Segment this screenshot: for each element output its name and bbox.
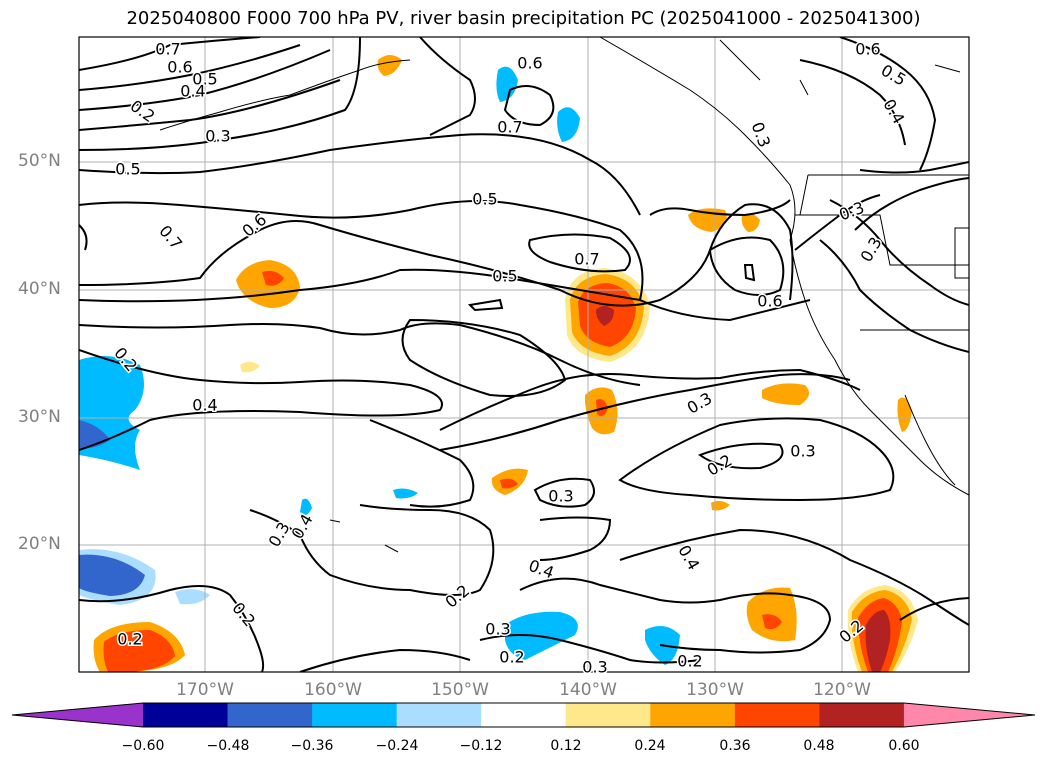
contour-label: 0.3 [790, 442, 815, 461]
contour-label: 0.6 [757, 292, 782, 311]
chart-title: 2025040800 F000 700 hPa PV, river basin … [126, 8, 921, 29]
contour-label-layer: 0.70.60.50.40.20.30.50.60.70.60.50.70.50… [109, 38, 911, 678]
contour-label: 0.3 [857, 234, 886, 266]
contour-label: 0.3 [748, 119, 775, 149]
contour-label: 0.2 [677, 652, 702, 671]
contour-label: 0.3 [582, 658, 607, 677]
contour-label: 0.2 [704, 451, 736, 480]
contour-label: 0.5 [472, 190, 497, 209]
colorbar-tick: 0.48 [803, 738, 835, 754]
contour-label: 0.3 [684, 389, 716, 418]
colorbar-tick: 0.60 [888, 738, 920, 754]
lat-label-30n: 30°N [18, 407, 61, 427]
contour-label: 0.3 [485, 620, 510, 639]
colorbar-segment [396, 703, 482, 727]
contour-label: 0.6 [167, 58, 192, 77]
colorbar-segment [312, 703, 398, 727]
lat-label-50n: 50°N [18, 151, 61, 171]
contour-label: 0.2 [228, 599, 259, 631]
colorbar-tick: −0.48 [206, 738, 250, 754]
contour-label: 0.7 [574, 250, 599, 269]
contour-label: 0.4 [674, 542, 703, 574]
contour-label: 0.5 [192, 70, 217, 89]
contour-label: 0.2 [499, 648, 524, 667]
contour-label: 0.4 [288, 511, 317, 543]
lon-label-170w: 170°W [176, 680, 234, 700]
contour-label: 0.7 [155, 40, 180, 59]
colorbar-tick: −0.12 [459, 738, 503, 754]
colorbar-segment [227, 703, 313, 727]
contour-label: 0.3 [548, 487, 573, 506]
contour-label: 0.5 [878, 61, 910, 90]
colorbar-extend-high [903, 703, 1035, 727]
contour-label: 0.4 [879, 96, 908, 128]
colorbar-tick: 0.12 [550, 738, 582, 754]
colorbar-tick: 0.36 [719, 738, 751, 754]
lon-label-140w: 140°W [559, 680, 617, 700]
colorbar-segment [481, 703, 567, 727]
contour-label: 0.3 [265, 519, 294, 551]
colorbar-tick: −0.36 [290, 738, 334, 754]
pv-contours [79, 37, 969, 672]
map-border [78, 36, 970, 673]
colorbar-tick: −0.60 [121, 738, 165, 754]
lon-label-120w: 120°W [813, 680, 871, 700]
contour-label: 0.4 [180, 82, 205, 101]
contour-label: 0.6 [855, 40, 880, 59]
contour-label: 0.2 [117, 630, 142, 649]
positive-anomaly-areas [93, 55, 918, 672]
colorbar-outline [11, 702, 1036, 728]
lat-label-20n: 20°N [18, 534, 61, 554]
colorbar-segment [565, 703, 651, 727]
negative-anomaly-areas [79, 66, 680, 665]
colorbar-segment [734, 703, 820, 727]
colorbar-segment [819, 703, 905, 727]
colorbar-segment [143, 703, 229, 727]
contour-label: 0.7 [497, 118, 522, 137]
contour-label: 0.6 [239, 210, 271, 241]
contour-label: 0.5 [115, 160, 140, 179]
contour-label: 0.5 [492, 267, 517, 286]
contour-label: 0.2 [127, 96, 159, 126]
colorbar [11, 702, 1036, 728]
colorbar-extend-low [12, 703, 143, 727]
contour-label: 0.6 [517, 54, 542, 73]
contour-label: 0.3 [205, 127, 230, 146]
lat-label-40n: 40°N [18, 279, 61, 299]
lon-label-160w: 160°W [304, 680, 362, 700]
contour-label: 0.2 [442, 581, 474, 612]
colorbar-tick: 0.24 [634, 738, 666, 754]
colorbar-segment [650, 703, 736, 727]
coastlines [159, 37, 969, 553]
contour-label: 0.4 [192, 396, 217, 415]
lon-label-130w: 130°W [686, 680, 744, 700]
lon-label-150w: 150°W [431, 680, 489, 700]
contour-label: 0.7 [155, 222, 186, 254]
colorbar-tick: −0.24 [375, 738, 419, 754]
